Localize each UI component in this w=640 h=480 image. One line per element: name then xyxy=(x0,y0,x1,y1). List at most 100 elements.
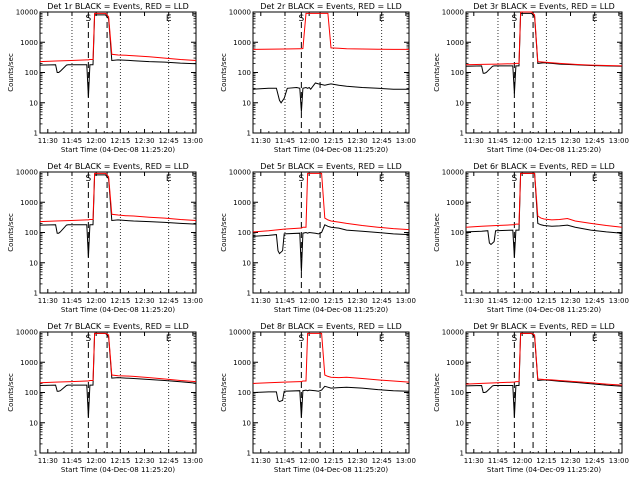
y-tick-label: 1 xyxy=(34,130,38,138)
y-tick-label: 100 xyxy=(25,229,38,237)
x-tick-label: 11:45 xyxy=(275,297,295,305)
x-axis-label: Start Time (04-Dec-08 11:25:20) xyxy=(487,306,601,314)
y-tick-label: 1 xyxy=(460,290,464,298)
y-tick-label: 100 xyxy=(238,69,251,77)
x-tick-label: 12:30 xyxy=(560,457,580,465)
marker-e: E xyxy=(166,14,172,24)
x-tick-label: 11:45 xyxy=(275,137,295,145)
x-tick-label: 12:00 xyxy=(299,457,319,465)
x-tick-label: 12:15 xyxy=(323,137,343,145)
x-axis-label: Start Time (04-Dec-08 11:25:20) xyxy=(274,306,388,314)
panel-det-4: Det 4r BLACK = Events, RED = LLD 1 10 100 10… xyxy=(7,162,203,314)
y-tick-label: 10000 xyxy=(16,329,38,337)
marker-e: E xyxy=(592,14,598,24)
y-tick-label: 10 xyxy=(29,419,38,427)
plot-frame xyxy=(39,331,197,454)
x-tick-label: 12:00 xyxy=(299,297,319,305)
x-tick-label: 12:00 xyxy=(512,297,532,305)
events-series xyxy=(252,385,410,418)
x-tick-label: 12:45 xyxy=(372,457,392,465)
plot-frame xyxy=(465,171,623,294)
y-tick-label: 10000 xyxy=(229,9,251,17)
x-tick-label: 12:45 xyxy=(585,297,605,305)
y-axis-label: Counts/sec xyxy=(433,213,441,252)
y-tick-label: 10 xyxy=(242,419,251,427)
y-tick-label: 100 xyxy=(451,69,464,77)
y-tick-label: 100 xyxy=(238,229,251,237)
marker-s: S xyxy=(512,334,518,344)
y-tick-label: 10000 xyxy=(442,169,464,177)
x-tick-label: 12:30 xyxy=(347,137,367,145)
x-tick-label: 12:15 xyxy=(110,137,130,145)
lld-series xyxy=(252,172,410,233)
y-tick-label: 1 xyxy=(34,290,38,298)
x-tick-label: 12:30 xyxy=(560,297,580,305)
x-tick-label: 11:30 xyxy=(464,137,484,145)
events-series xyxy=(39,174,197,258)
panel-title: Det 8r BLACK = Events, RED = LLD xyxy=(260,322,402,331)
x-tick-label: 12:45 xyxy=(372,137,392,145)
panel-title: Det 5r BLACK = Events, RED = LLD xyxy=(260,162,402,171)
panel-det-7: Det 7r BLACK = Events, RED = LLD 1 10 100 10… xyxy=(7,322,203,474)
x-tick-label: 13:00 xyxy=(183,457,203,465)
plot-frame xyxy=(39,11,197,134)
x-axis-label: Start Time (04-Dec-08 11:25:20) xyxy=(61,146,175,154)
y-tick-label: 10000 xyxy=(442,9,464,17)
y-tick-label: 1 xyxy=(460,450,464,458)
panel-title: Det 2r BLACK = Events, RED = LLD xyxy=(260,2,402,11)
panel-det-3: Det 3r BLACK = Events, RED = LLD 1 10 100 10… xyxy=(433,2,629,154)
y-tick-label: 1 xyxy=(247,290,251,298)
x-tick-label: 12:00 xyxy=(86,297,106,305)
marker-s: S xyxy=(299,174,305,184)
lld-series xyxy=(39,12,197,63)
y-axis-label: Counts/sec xyxy=(433,373,441,412)
x-tick-label: 12:45 xyxy=(585,457,605,465)
y-tick-label: 10000 xyxy=(442,329,464,337)
plot-frame xyxy=(465,331,623,454)
marker-s: S xyxy=(86,334,92,344)
x-tick-label: 11:30 xyxy=(464,297,484,305)
y-axis-label: Counts/sec xyxy=(220,213,228,252)
y-axis-label: Counts/sec xyxy=(220,53,228,92)
lld-series xyxy=(465,172,623,228)
y-tick-label: 1000 xyxy=(233,39,251,47)
events-series xyxy=(465,172,623,258)
panel-title: Det 6r BLACK = Events, RED = LLD xyxy=(473,162,615,171)
x-tick-label: 12:00 xyxy=(299,137,319,145)
y-tick-label: 1000 xyxy=(233,199,251,207)
y-tick-label: 10 xyxy=(455,99,464,107)
y-tick-label: 1 xyxy=(34,450,38,458)
lld-series xyxy=(252,332,410,384)
y-tick-label: 10 xyxy=(242,259,251,267)
x-axis-label: Start Time (04-Dec-09 11:25:20) xyxy=(487,466,601,474)
x-tick-label: 11:30 xyxy=(38,457,58,465)
x-tick-label: 12:30 xyxy=(134,137,154,145)
panel-title: Det 9r BLACK = Events, RED = LLD xyxy=(473,322,615,331)
x-tick-label: 11:45 xyxy=(62,297,82,305)
x-tick-label: 13:00 xyxy=(609,137,629,145)
x-axis-label: Start Time (04-Dec-08 11:25:20) xyxy=(61,466,175,474)
x-tick-label: 12:15 xyxy=(110,457,130,465)
x-tick-label: 12:30 xyxy=(134,457,154,465)
plot-frame xyxy=(252,11,410,134)
marker-s: S xyxy=(512,14,518,24)
lld-series xyxy=(465,332,623,386)
y-axis-label: Counts/sec xyxy=(7,213,15,252)
x-tick-label: 13:00 xyxy=(396,457,416,465)
events-series xyxy=(252,82,409,112)
x-tick-label: 13:00 xyxy=(183,297,203,305)
y-tick-label: 100 xyxy=(25,389,38,397)
x-tick-label: 11:30 xyxy=(251,137,271,145)
panel-det-1: Det 1r BLACK = Events, RED = LLD 1 10 100 10… xyxy=(7,2,203,154)
y-tick-label: 1000 xyxy=(446,199,464,207)
x-tick-label: 13:00 xyxy=(183,137,203,145)
y-tick-label: 1000 xyxy=(20,39,38,47)
x-tick-label: 12:15 xyxy=(536,457,556,465)
y-tick-label: 1 xyxy=(460,130,464,138)
x-tick-label: 12:00 xyxy=(86,137,106,145)
plot-frame xyxy=(465,11,623,134)
x-tick-label: 12:00 xyxy=(512,137,532,145)
x-tick-label: 12:15 xyxy=(323,457,343,465)
x-tick-label: 12:30 xyxy=(347,297,367,305)
y-tick-label: 100 xyxy=(25,69,38,77)
